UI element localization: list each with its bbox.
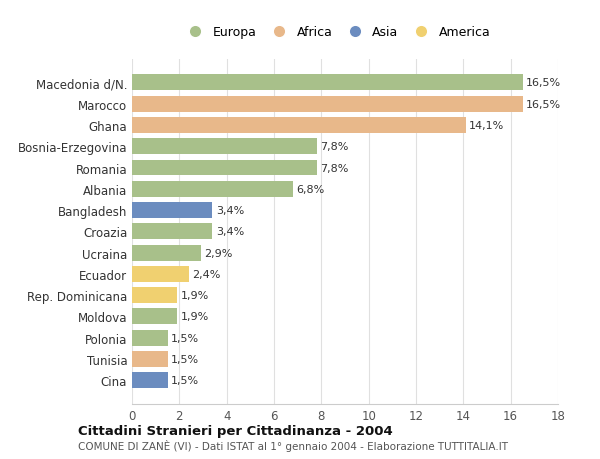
Bar bbox=[132, 245, 200, 261]
Text: COMUNE DI ZANÈ (VI) - Dati ISTAT al 1° gennaio 2004 - Elaborazione TUTTITALIA.IT: COMUNE DI ZANÈ (VI) - Dati ISTAT al 1° g… bbox=[78, 439, 508, 451]
Text: 3,4%: 3,4% bbox=[216, 227, 244, 237]
Text: 1,5%: 1,5% bbox=[171, 354, 199, 364]
Text: 3,4%: 3,4% bbox=[216, 206, 244, 216]
Bar bbox=[132, 202, 212, 218]
Legend: Europa, Africa, Asia, America: Europa, Africa, Asia, America bbox=[178, 21, 496, 44]
Bar bbox=[132, 96, 523, 112]
Bar bbox=[132, 139, 317, 155]
Bar bbox=[132, 330, 167, 346]
Text: 7,8%: 7,8% bbox=[320, 142, 349, 152]
Text: 1,9%: 1,9% bbox=[181, 291, 209, 301]
Bar bbox=[132, 181, 293, 197]
Text: 6,8%: 6,8% bbox=[296, 185, 325, 194]
Text: 16,5%: 16,5% bbox=[526, 78, 561, 88]
Bar bbox=[132, 372, 167, 388]
Bar bbox=[132, 160, 317, 176]
Bar bbox=[132, 287, 177, 303]
Bar bbox=[132, 309, 177, 325]
Text: 1,5%: 1,5% bbox=[171, 333, 199, 343]
Text: 2,9%: 2,9% bbox=[204, 248, 233, 258]
Bar bbox=[132, 266, 189, 282]
Text: 14,1%: 14,1% bbox=[469, 121, 505, 131]
Text: 16,5%: 16,5% bbox=[526, 100, 561, 110]
Bar bbox=[132, 75, 523, 91]
Text: Cittadini Stranieri per Cittadinanza - 2004: Cittadini Stranieri per Cittadinanza - 2… bbox=[78, 424, 393, 437]
Bar bbox=[132, 351, 167, 367]
Bar bbox=[132, 224, 212, 240]
Text: 7,8%: 7,8% bbox=[320, 163, 349, 173]
Text: 1,9%: 1,9% bbox=[181, 312, 209, 322]
Text: 2,4%: 2,4% bbox=[193, 269, 221, 279]
Bar bbox=[132, 118, 466, 134]
Text: 1,5%: 1,5% bbox=[171, 375, 199, 385]
